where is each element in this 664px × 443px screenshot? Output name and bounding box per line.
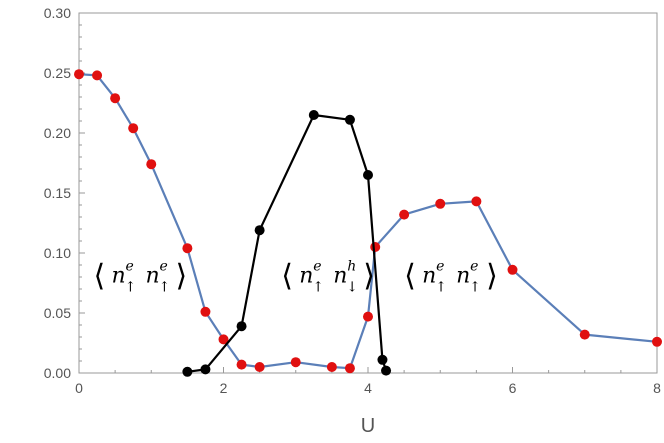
annotation-operator: n — [333, 264, 347, 289]
data-point — [344, 363, 355, 374]
data-point — [344, 114, 355, 125]
annotation-right-bracket: ⟩ — [175, 259, 187, 294]
x-tick-label: 4 — [364, 380, 372, 396]
y-axis-ticks: 0.00 0.05 0.10 0.15 0.20 0.25 0.30 — [44, 5, 85, 381]
annotation-operator: n — [456, 264, 470, 289]
y-tick-label: 0.10 — [44, 245, 71, 261]
annotation-operator: n — [299, 264, 313, 289]
data-point — [363, 311, 373, 322]
data-point — [182, 243, 193, 254]
data-point — [200, 364, 211, 375]
annotation-subscript: ↓ — [346, 280, 358, 296]
data-point — [254, 225, 265, 236]
y-tick-label: 0.25 — [44, 65, 71, 81]
x-tick-label: 0 — [75, 380, 83, 396]
series-layer — [74, 69, 662, 377]
data-point — [146, 159, 157, 170]
series-line — [187, 113, 388, 373]
data-point — [236, 321, 247, 332]
data-point — [200, 306, 211, 317]
y-tick-label: 0.00 — [44, 365, 71, 381]
data-point — [507, 264, 518, 275]
x-tick-label: 8 — [653, 380, 661, 396]
annotation-superscript: e — [159, 259, 167, 275]
annotation-operator: n — [145, 264, 159, 289]
data-point — [182, 366, 193, 377]
annotation-label: ⟨ n e↑ n h↓ ⟩ — [281, 259, 375, 296]
annotation-subscript: ↑ — [435, 280, 447, 296]
annotation-superscript: e — [313, 259, 321, 275]
annotation-label: ⟨ n e↑ n e↑ ⟩ — [404, 259, 498, 296]
data-point — [110, 93, 121, 104]
data-point — [128, 123, 139, 134]
data-point — [377, 354, 388, 365]
data-point — [254, 362, 265, 372]
annotation-right-bracket: ⟩ — [363, 259, 375, 294]
annotation-left-bracket: ⟨ — [93, 259, 105, 294]
annotation-subscript: ↑ — [124, 280, 136, 296]
annotation-left-bracket: ⟨ — [404, 259, 416, 294]
series-line — [78, 73, 658, 370]
annotation-subscript: ↑ — [312, 280, 324, 296]
data-point — [381, 365, 392, 376]
annotation-superscript: e — [125, 259, 133, 275]
annotation-operator: n — [111, 264, 125, 289]
series-2 — [182, 110, 392, 377]
data-point — [579, 329, 590, 340]
data-point — [236, 359, 247, 370]
annotation-operator: n — [422, 264, 436, 289]
data-point — [92, 70, 103, 81]
annotation-label: ⟨ n e↑ n e↑ ⟩ — [93, 259, 187, 296]
data-point — [435, 198, 446, 209]
data-point — [326, 362, 337, 372]
data-point — [74, 69, 84, 80]
data-point — [290, 357, 301, 368]
annotation-superscript: e — [470, 259, 478, 275]
data-point — [218, 334, 229, 345]
data-point — [363, 170, 373, 180]
y-tick-label: 0.30 — [44, 5, 71, 21]
annotation-superscript: h — [347, 259, 356, 275]
y-tick-label: 0.15 — [44, 185, 71, 201]
y-tick-label: 0.05 — [44, 305, 71, 321]
x-axis-ticks: 0 2 4 6 8 — [75, 367, 661, 396]
series-1 — [74, 69, 662, 374]
x-tick-label: 6 — [509, 380, 517, 396]
x-axis-title: U — [361, 415, 375, 437]
annotation-subscript: ↑ — [158, 280, 170, 296]
x-tick-label: 2 — [220, 380, 228, 396]
data-point — [399, 209, 410, 220]
annotation-layer: ⟨ n e↑ n e↑ ⟩ ⟨ n e↑ n h↓ ⟩ ⟨ n e↑ n e↑ ⟩ — [93, 259, 497, 296]
data-point — [308, 110, 319, 120]
data-point — [652, 336, 662, 347]
y-tick-label: 0.20 — [44, 125, 71, 141]
annotation-superscript: e — [436, 259, 444, 275]
annotation-left-bracket: ⟨ — [281, 259, 293, 294]
annotation-right-bracket: ⟩ — [486, 259, 498, 294]
annotation-subscript: ↑ — [469, 280, 481, 296]
data-point — [370, 242, 381, 252]
data-point — [471, 196, 482, 207]
